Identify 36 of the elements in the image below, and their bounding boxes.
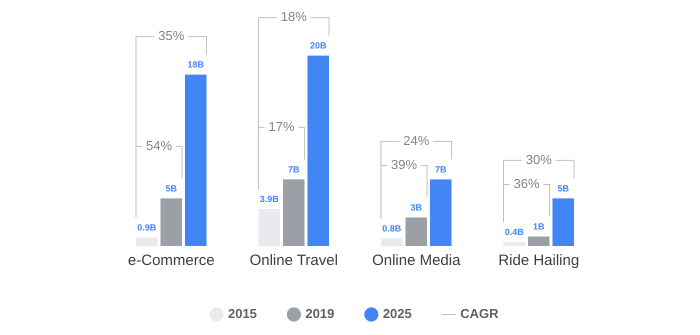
annotation: 36% xyxy=(513,176,540,192)
data-label: 7B xyxy=(434,164,447,174)
annotation: 39% xyxy=(390,157,418,172)
bar xyxy=(282,179,305,246)
data-label: 1B xyxy=(532,221,545,232)
bar xyxy=(307,56,330,246)
text: 18% xyxy=(280,9,308,24)
legend-label: 2015 xyxy=(228,306,257,322)
data-label: 3.9B xyxy=(260,194,280,204)
bar xyxy=(184,74,207,246)
bar xyxy=(430,179,452,246)
annotation: 17% xyxy=(268,118,295,134)
x-tick-label: Online Travel xyxy=(250,252,338,270)
data-label: 0.8B xyxy=(382,223,402,234)
text: 35% xyxy=(158,28,185,44)
data-label: 7B xyxy=(288,164,300,174)
x-tick-label: Online Media xyxy=(372,252,462,270)
annotation: 30% xyxy=(526,152,552,167)
legend-label: 2025 xyxy=(382,306,412,322)
data-label: 3B xyxy=(410,202,422,212)
x-tick-label: Ride Hailing xyxy=(498,252,580,270)
x-tick-label: e-Commerce xyxy=(128,252,215,270)
bar xyxy=(405,217,428,246)
legend-label: 2019 xyxy=(305,306,334,322)
bar xyxy=(160,198,182,246)
annotation: 54% xyxy=(146,138,172,153)
data-label: 0.9B xyxy=(137,222,157,232)
bar xyxy=(552,198,574,246)
bar xyxy=(528,236,550,246)
text: CAGR xyxy=(460,306,500,322)
data-label: 0.4B xyxy=(504,227,524,238)
data-label: 5B xyxy=(165,183,178,194)
data-label: 20B xyxy=(310,40,328,51)
annotation: 24% xyxy=(403,132,430,148)
data-label: 5B xyxy=(557,183,570,194)
data-label: 18B xyxy=(187,60,205,70)
